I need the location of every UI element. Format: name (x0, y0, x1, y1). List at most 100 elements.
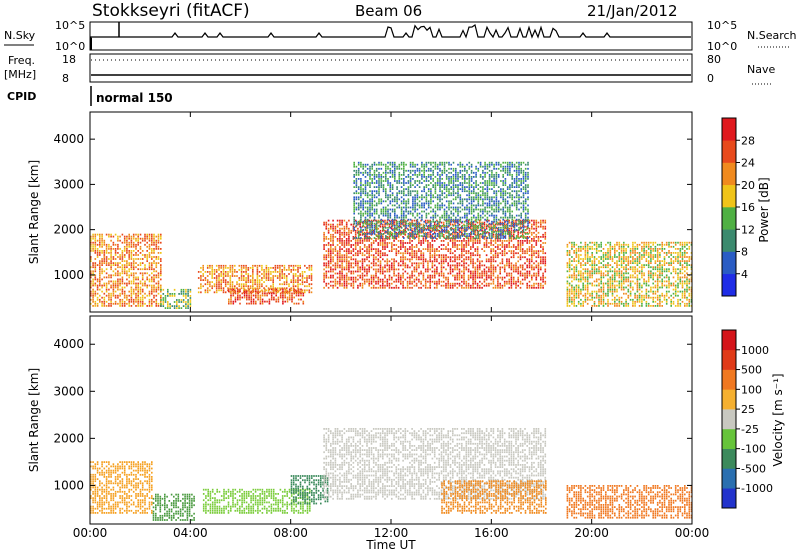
echo-cell (357, 254, 359, 257)
echo-cell (540, 236, 542, 238)
echo-cell (92, 245, 94, 248)
echo-cell (452, 233, 454, 236)
echo-cell (132, 300, 135, 303)
echo-cell (449, 256, 452, 259)
echo-cell (485, 225, 488, 228)
echo-cell (414, 196, 416, 199)
echo-cell (341, 244, 343, 246)
echo-cell (94, 239, 97, 242)
echo-cell (128, 268, 130, 271)
echo-cell (389, 200, 392, 203)
echo-cell (162, 293, 165, 295)
echo-cell (146, 286, 148, 289)
echo-cell (414, 216, 416, 219)
echo-cell (375, 258, 377, 261)
echo-cell (422, 264, 425, 267)
echo-cell (382, 223, 384, 226)
echo-cell (231, 267, 234, 269)
echo-cell (492, 260, 495, 263)
echo-cell (467, 268, 470, 271)
echo-cell (436, 163, 439, 166)
echo-cell (439, 237, 441, 239)
echo-cell (372, 242, 375, 244)
echo-cell (452, 214, 455, 217)
echo-cell (90, 250, 92, 252)
echo-cell (279, 283, 281, 286)
echo-cell (366, 206, 369, 209)
echo-cell (276, 289, 279, 292)
echo-cell (425, 229, 428, 231)
echo-cell (285, 269, 288, 271)
echo-cell (459, 210, 462, 213)
echo-cell (517, 248, 519, 250)
echo-cell (445, 188, 448, 190)
echo-cell (465, 240, 468, 242)
echo-cell (425, 176, 428, 178)
echo-cell (370, 254, 373, 257)
echo-cell (473, 196, 475, 199)
echo-cell (366, 202, 369, 205)
echo-cell (430, 169, 432, 172)
echo-cell (139, 248, 142, 250)
echo-cell (167, 288, 169, 291)
echo-cell (387, 165, 389, 168)
echo-cell (345, 252, 348, 255)
echo-cell (403, 210, 405, 213)
echo-cell (422, 248, 425, 250)
echo-cell (472, 284, 474, 287)
echo-cell (445, 284, 447, 287)
echo-cell (382, 282, 384, 285)
echo-cell (497, 246, 499, 248)
echo-cell (99, 270, 101, 273)
echo-cell (357, 204, 360, 207)
echo-cell (472, 272, 474, 275)
echo-cell (420, 282, 422, 285)
echo-cell (422, 225, 425, 228)
echo-cell (431, 236, 434, 238)
echo-cell (396, 220, 398, 223)
echo-cell (394, 229, 396, 231)
echo-cell (128, 237, 130, 240)
echo-cell (468, 161, 471, 164)
echo-cell (485, 282, 488, 285)
echo-cell (285, 281, 288, 283)
echo-cell (472, 278, 474, 281)
echo-cell (282, 300, 284, 303)
echo-cell (332, 260, 334, 263)
echo-cell (366, 220, 369, 223)
echo-cell (409, 210, 412, 213)
echo-cell (103, 258, 106, 260)
echo-cell (452, 260, 454, 263)
echo-cell (139, 300, 142, 303)
echo-cell (503, 225, 506, 228)
echo-cell (146, 235, 148, 238)
echo-cell (412, 161, 414, 164)
echo-cell (332, 227, 334, 230)
echo-cell (456, 256, 459, 259)
echo-cell (275, 290, 277, 293)
echo-cell (463, 268, 465, 271)
echo-cell (378, 220, 380, 223)
echo-cell (220, 279, 222, 281)
echo-cell (385, 169, 387, 172)
echo-cell (270, 279, 272, 281)
echo-cell (94, 245, 97, 248)
echo-cell (497, 252, 499, 255)
echo-cell (414, 194, 416, 197)
echo-cell (533, 252, 535, 255)
echo-cell (389, 184, 392, 186)
echo-cell (304, 291, 306, 294)
echo-cell (459, 235, 462, 237)
echo-cell (354, 236, 357, 238)
echo-cell (370, 250, 373, 252)
echo-cell (206, 267, 209, 269)
echo-cell (139, 237, 142, 240)
echo-cell (413, 274, 416, 277)
echo-cell (394, 169, 396, 172)
echo-cell (512, 268, 515, 271)
echo-cell (148, 305, 151, 307)
echo-cell (436, 165, 439, 168)
echo-cell (457, 176, 459, 178)
echo-cell (503, 223, 506, 226)
echo-cell (427, 242, 429, 244)
